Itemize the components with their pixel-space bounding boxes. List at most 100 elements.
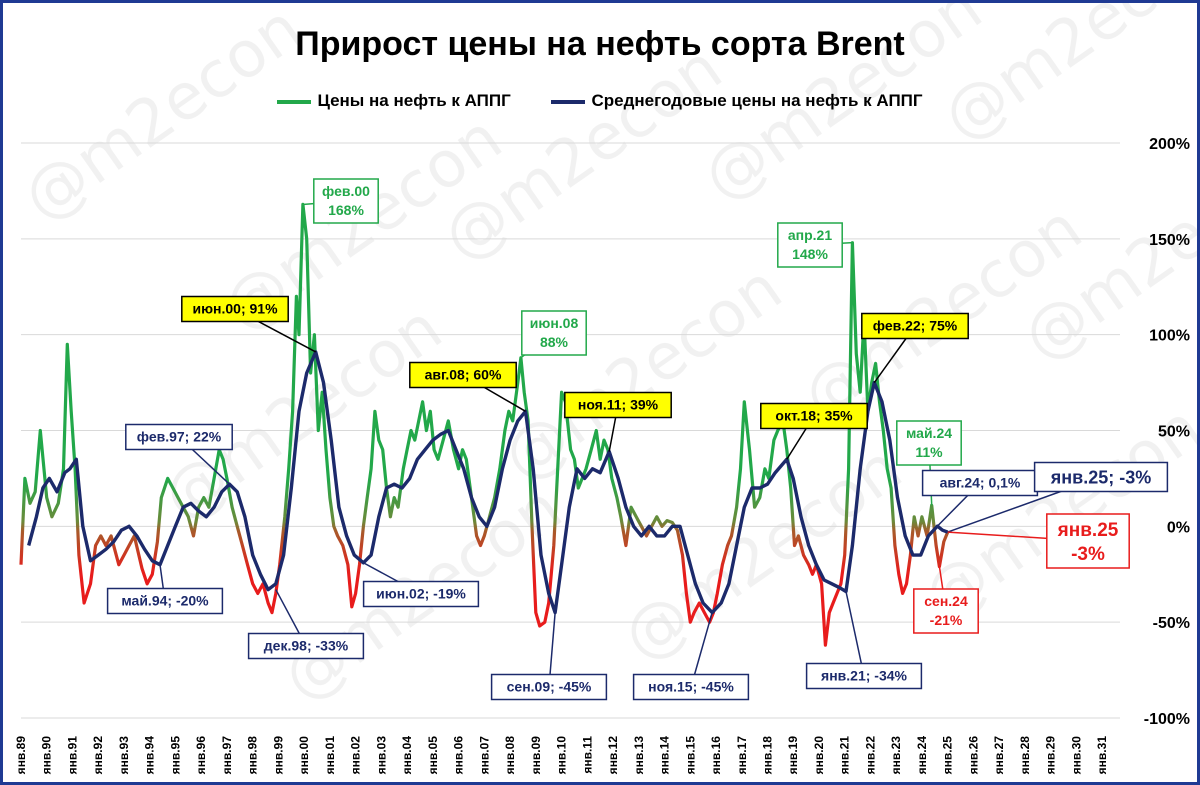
x-tick-label: янв.08	[503, 736, 517, 775]
x-tick-label: янв.31	[1095, 736, 1109, 775]
annotation-apr21: апр.21 148%	[777, 222, 853, 268]
x-tick-label: янв.23	[889, 736, 903, 775]
y-tick-label: 200%	[1149, 136, 1190, 153]
x-tick-label: янв.04	[400, 736, 414, 775]
x-tick-label: янв.94	[143, 736, 157, 775]
x-tick-label: янв.24	[915, 736, 929, 775]
annotation-text: июн.00; 91%	[192, 301, 278, 317]
annotation-feb97: фев.97; 22%	[125, 423, 233, 485]
legend-item-brent-yoy: Цены на нефть к АППГ	[277, 91, 511, 111]
x-tick-label: янв.26	[966, 736, 980, 775]
y-tick-label: 100%	[1149, 328, 1190, 345]
annotation-box	[125, 423, 233, 451]
y-tick-label: -50%	[1153, 615, 1190, 632]
annotation-sep09: сен.09; -45%	[490, 612, 608, 701]
x-tick-label: янв.92	[91, 736, 105, 775]
legend-item-avg-yoy: Среднегодовые цены на нефть к АППГ	[551, 91, 923, 111]
x-tick-label: янв.20	[812, 736, 826, 775]
y-tick-label: 0%	[1167, 519, 1190, 536]
annotation-box	[1033, 461, 1169, 493]
annotation-layer: фев.00 168% июн.08 88% апр.21 148% май.24 11% ию…	[106, 178, 1169, 701]
x-tick-label: янв.15	[683, 736, 697, 775]
annotation-text: фев.00	[322, 183, 370, 199]
annotation-text: сен.24	[924, 593, 968, 609]
x-tick-label: янв.12	[606, 736, 620, 775]
y-tick-label: 150%	[1149, 232, 1190, 249]
x-tick-label: янв.19	[786, 736, 800, 775]
annotation-jun08: июн.08 88%	[520, 310, 587, 359]
x-tick-label: янв.03	[374, 736, 388, 775]
x-tick-label: янв.01	[323, 736, 337, 775]
x-tick-label: янв.93	[117, 736, 131, 775]
annotation-jan25n: янв.25; -3%	[947, 461, 1169, 533]
x-tick-label: янв.10	[555, 736, 569, 775]
annotation-box	[490, 673, 608, 701]
x-tick-label: янв.21	[838, 736, 852, 775]
x-tick-label: янв.02	[349, 736, 363, 775]
annotation-text: авг.24; 0,1%	[940, 475, 1021, 491]
annotation-aug24: авг.24; 0,1%	[921, 469, 1039, 527]
annotation-text: авг.08; 60%	[425, 367, 502, 383]
annotation-leader	[845, 591, 865, 677]
annotation-text: фев.22; 75%	[873, 318, 958, 334]
annotation-text: май.94; -20%	[121, 593, 209, 609]
chart-title: Прирост цены на нефть сорта Brent	[295, 25, 905, 63]
annotation-text: июн.08	[530, 315, 579, 331]
x-tick-label: янв.06	[452, 736, 466, 775]
annotation-box	[1046, 513, 1130, 569]
annotation-text: янв.21; -34%	[821, 668, 907, 684]
x-tick-label: янв.27	[992, 736, 1006, 775]
x-tick-label: янв.18	[760, 736, 774, 775]
annotation-box	[409, 361, 517, 389]
x-tick-label: янв.30	[1069, 736, 1083, 775]
annotation-text: июн.02; -19%	[376, 586, 466, 602]
annotation-aug08: авг.08; 60%	[409, 361, 526, 412]
annotation-nov15: ноя.15; -45%	[632, 612, 750, 701]
annotation-text: 148%	[792, 246, 828, 262]
annotation-sep24: сен.24 -21%	[913, 566, 979, 634]
x-tick-label: янв.14	[658, 736, 672, 775]
x-tick-label: янв.13	[632, 736, 646, 775]
legend-label: Цены на нефть к АППГ	[317, 91, 511, 110]
annotation-oct18: окт.18; 35%	[760, 402, 868, 460]
annotation-nov11: ноя.11; 39%	[564, 391, 672, 452]
annotation-text: фев.97; 22%	[137, 429, 222, 445]
annotation-box	[362, 580, 480, 608]
annotation-dec98: дек.98; -33%	[247, 589, 365, 660]
annotation-text: апр.21	[788, 227, 832, 243]
x-tick-label: янв.11	[580, 736, 594, 774]
x-tick-label: янв.97	[220, 736, 234, 775]
annotation-box	[521, 310, 587, 356]
x-tick-label: янв.99	[271, 736, 285, 775]
annotation-text: 168%	[328, 202, 364, 218]
series-line-brent-yoy	[19, 202, 950, 647]
annotation-text: сен.09; -45%	[507, 679, 592, 695]
annotation-box	[181, 295, 289, 323]
x-tick-label: янв.00	[297, 736, 311, 775]
annotation-text: ноя.11; 39%	[578, 397, 659, 413]
annotation-box	[805, 662, 923, 690]
annotation-text: окт.18; 35%	[775, 408, 853, 424]
annotation-box	[106, 587, 224, 615]
annotation-box	[861, 312, 969, 340]
annotation-text: май.24	[906, 425, 952, 441]
x-tick-label: янв.90	[40, 736, 54, 775]
annotation-box	[913, 588, 979, 634]
annotation-box	[921, 469, 1039, 497]
annotation-box	[313, 178, 379, 224]
x-axis: янв.89 янв.90 янв.91 янв.92 янв.93 янв.94 янв.…	[14, 736, 1109, 775]
annotation-text: 88%	[540, 334, 569, 350]
annotation-box	[760, 402, 868, 430]
watermark-text: @m2econ	[610, 431, 916, 676]
x-tick-label: янв.09	[529, 736, 543, 775]
annotation-box	[247, 632, 365, 660]
x-tick-label: янв.07	[477, 736, 491, 775]
annotation-jan21: янв.21; -34%	[805, 591, 923, 690]
watermark-text: @m2econ	[150, 291, 456, 536]
y-tick-label: 50%	[1158, 424, 1190, 441]
annotation-box	[632, 673, 750, 701]
legend: Цены на нефть к АППГ Среднегодовые цены …	[3, 91, 1197, 111]
annotation-box	[896, 420, 962, 466]
annotation-text: -21%	[930, 612, 963, 628]
